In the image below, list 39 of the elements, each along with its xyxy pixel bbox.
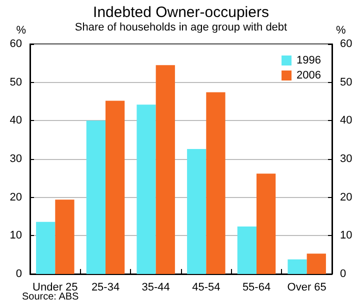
x-tick-label: Over 65 bbox=[287, 282, 326, 294]
y-tick-label: 50 bbox=[10, 76, 22, 88]
bar bbox=[86, 120, 106, 274]
bar bbox=[106, 100, 125, 274]
y-tick-label: 20 bbox=[10, 191, 22, 204]
x-tick-label: 25-34 bbox=[91, 282, 120, 294]
y-tick-label: 10 bbox=[10, 230, 22, 242]
y-tick-label: 40 bbox=[10, 114, 22, 127]
y2-tick-label: 60 bbox=[340, 38, 352, 50]
bar bbox=[36, 222, 56, 274]
y-tick-label: 30 bbox=[10, 153, 22, 165]
chart-title: Indebted Owner-occupiers bbox=[93, 4, 269, 21]
y-tick-label: 0 bbox=[16, 268, 22, 280]
legend-label: 1996 bbox=[296, 54, 322, 66]
bar bbox=[206, 92, 226, 274]
x-tick-label: 45-54 bbox=[192, 282, 220, 294]
y-tick-label: 60 bbox=[10, 38, 22, 50]
bar bbox=[136, 104, 156, 274]
y2-tick-label: 10 bbox=[340, 230, 352, 242]
x-tick-label: 55-64 bbox=[242, 282, 271, 294]
bar bbox=[156, 65, 175, 274]
legend-label: 2006 bbox=[296, 70, 322, 82]
bar bbox=[237, 226, 256, 274]
bar bbox=[288, 259, 307, 274]
y2-tick-label: 0 bbox=[340, 268, 346, 280]
x-tick-label: Under 25 bbox=[32, 282, 78, 294]
bar bbox=[256, 174, 276, 274]
bar bbox=[187, 149, 206, 274]
y2-tick-label: 50 bbox=[340, 76, 352, 88]
x-tick-label: 35-44 bbox=[142, 282, 170, 294]
y2-axis-title: % bbox=[336, 24, 346, 36]
y2-tick-label: 30 bbox=[340, 153, 352, 165]
source-note: Source: ABS bbox=[22, 292, 80, 302]
bar bbox=[55, 200, 74, 274]
y2-tick-label: 40 bbox=[340, 114, 352, 127]
bar bbox=[306, 254, 326, 274]
chart-subtitle: Share of households in age group with debt bbox=[74, 22, 288, 34]
y-axis-title: % bbox=[16, 24, 26, 36]
y2-tick-label: 20 bbox=[340, 191, 352, 204]
